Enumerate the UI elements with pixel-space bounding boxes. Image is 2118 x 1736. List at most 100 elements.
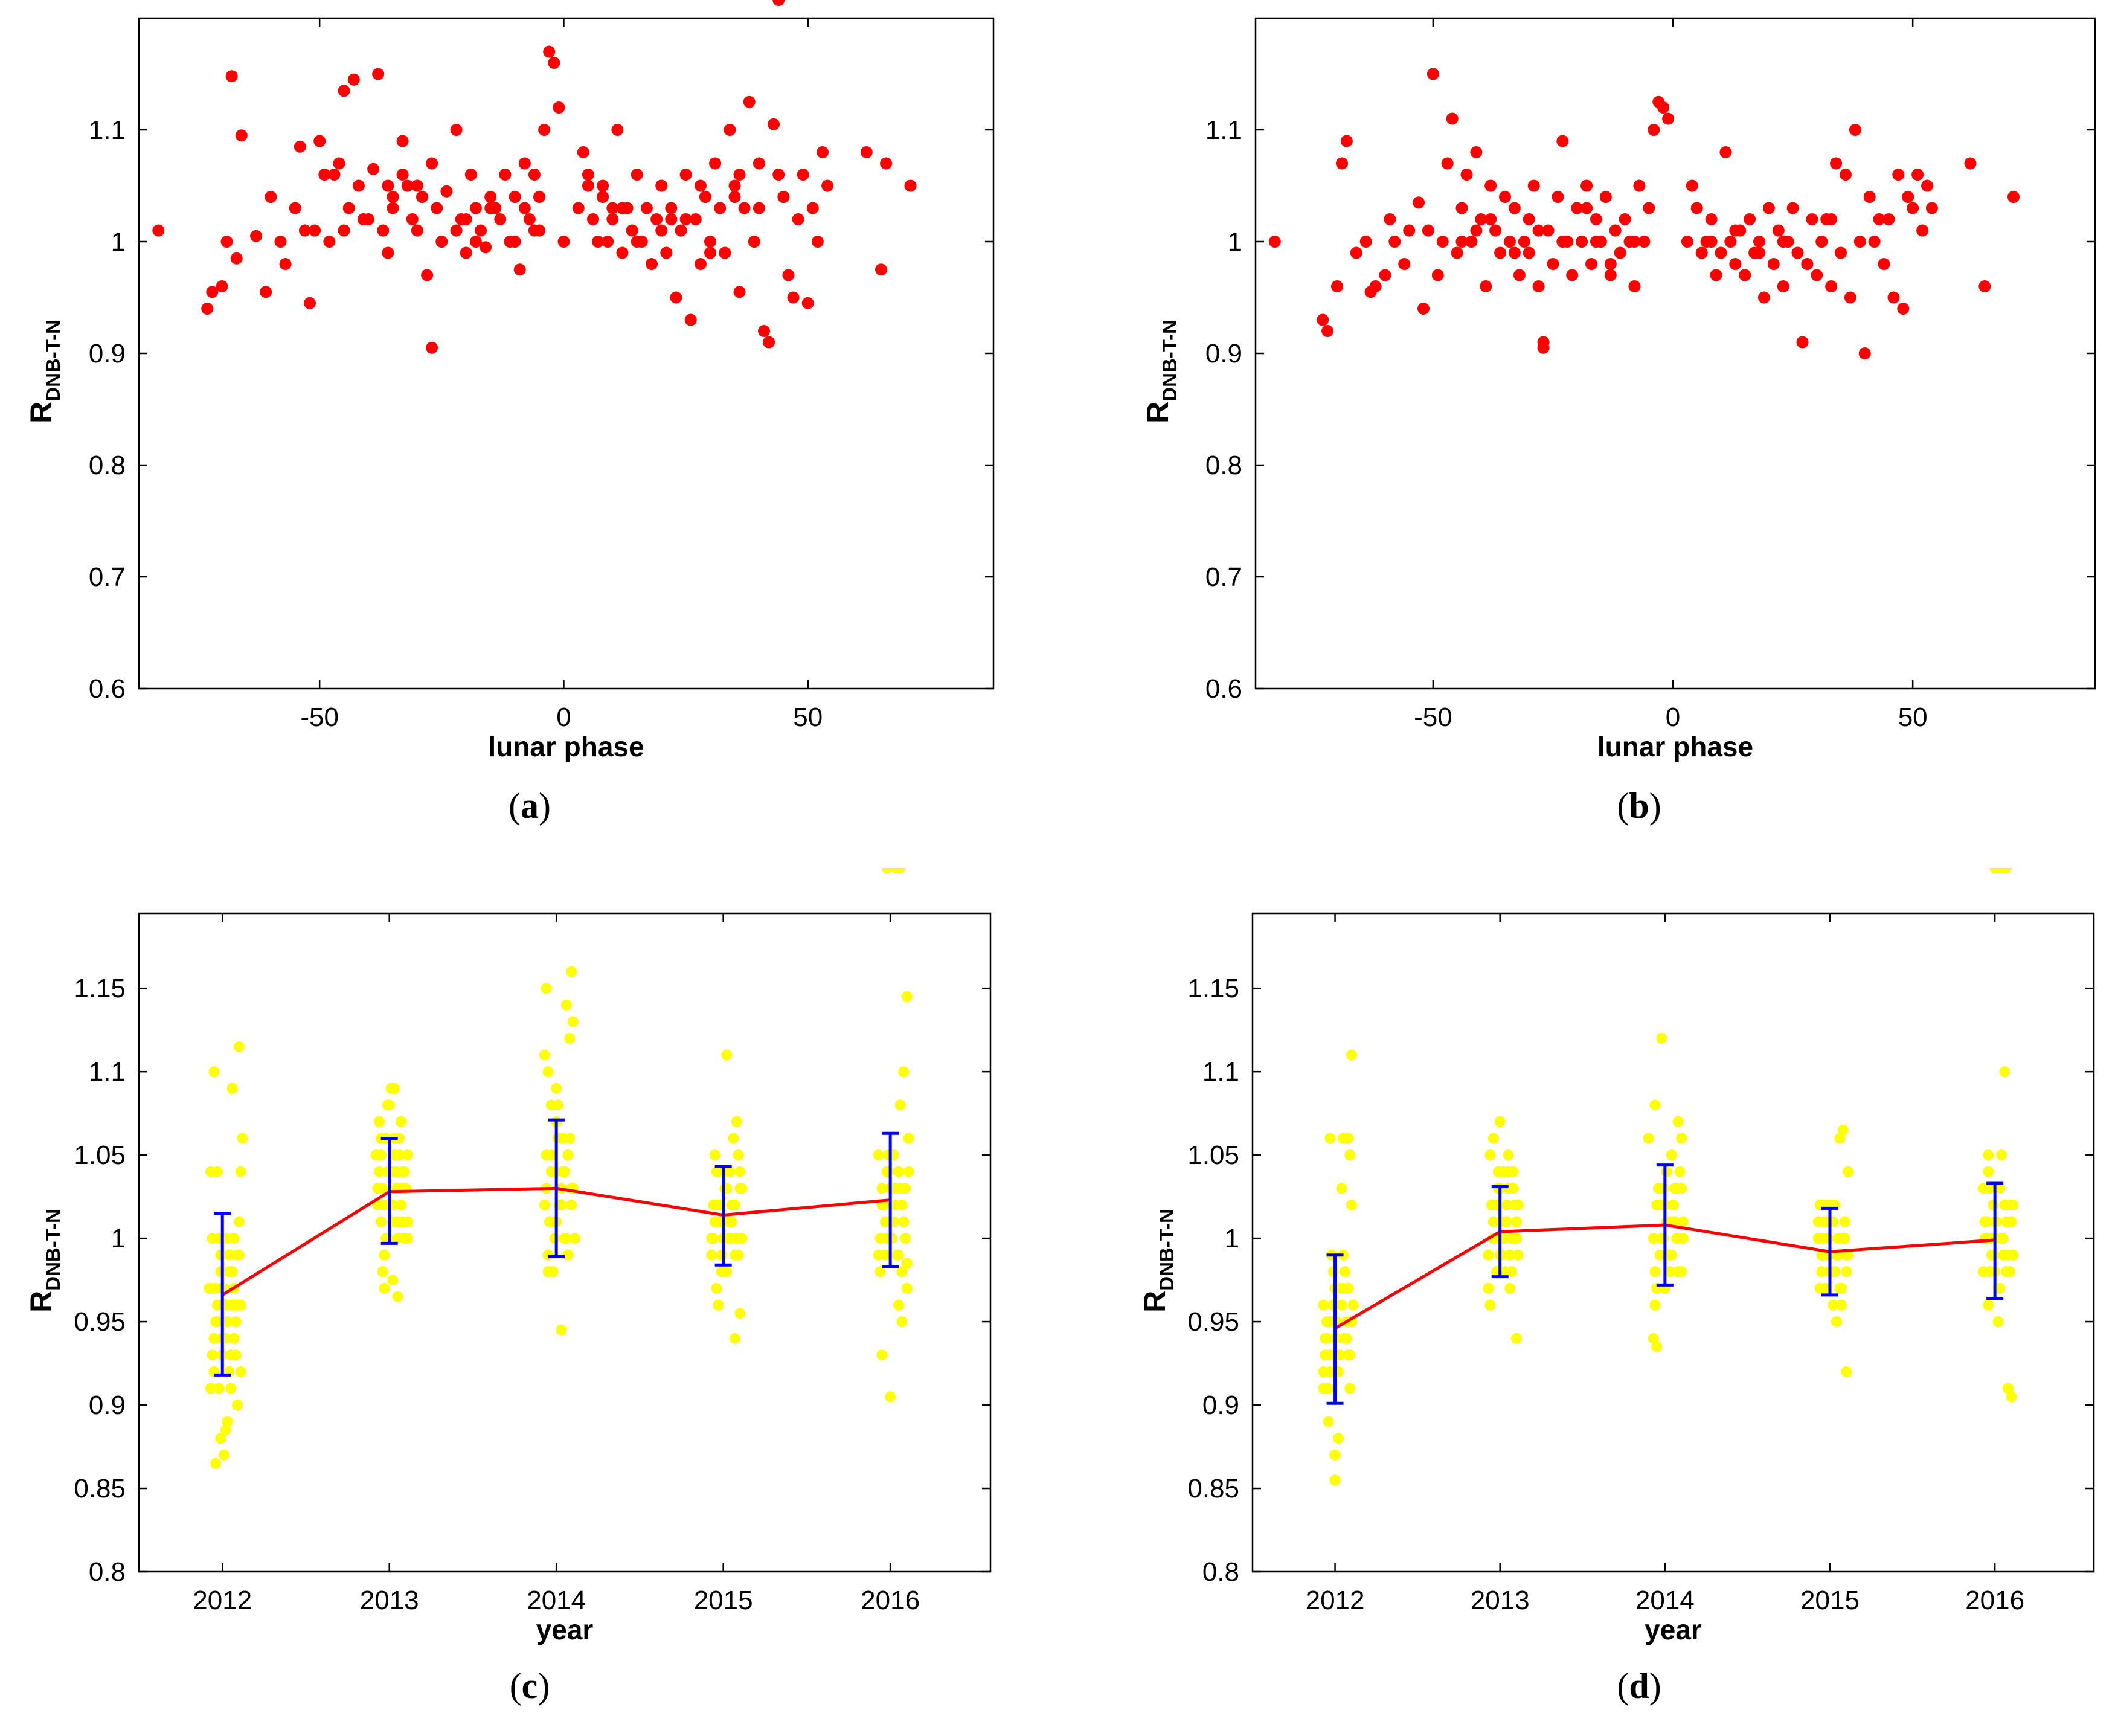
- data-point: [411, 224, 423, 237]
- data-point: [721, 1266, 733, 1278]
- data-point: [587, 213, 599, 225]
- y-tick-label: 1.1: [89, 115, 126, 145]
- data-point: [1729, 224, 1742, 237]
- data-point: [523, 213, 536, 225]
- data-point: [724, 124, 736, 136]
- data-point: [650, 213, 663, 225]
- data-point: [873, 1149, 884, 1161]
- data-point: [232, 1400, 243, 1411]
- data-point: [1662, 112, 1675, 125]
- data-point: [1518, 236, 1530, 248]
- y-tick-label: 0.8: [1202, 1557, 1239, 1587]
- data-point: [1506, 1266, 1517, 1278]
- data-point: [323, 236, 336, 248]
- data-point: [1695, 246, 1708, 259]
- data-point: [811, 236, 824, 248]
- data-point: [724, 1166, 736, 1177]
- data-point: [421, 269, 434, 281]
- data-point: [665, 213, 678, 225]
- data-point: [1844, 291, 1856, 304]
- data-point: [228, 1333, 240, 1344]
- panel-b: -50 0 50 0.6 0.7 0.8 0.9 1 1.1 lunar phase RDNB-T-…: [1059, 0, 2118, 868]
- data-point: [1317, 313, 1329, 326]
- data-point: [541, 1149, 552, 1161]
- data-point: [880, 157, 893, 170]
- data-point: [1710, 269, 1722, 281]
- data-point: [528, 169, 541, 181]
- data-point: [1369, 280, 1382, 292]
- data-point: [704, 236, 716, 248]
- data-point: [1547, 258, 1559, 270]
- data-point: [566, 1199, 577, 1210]
- data-point: [1329, 1449, 1341, 1461]
- data-point: [1513, 269, 1526, 281]
- caption-b: (b): [1579, 785, 1699, 827]
- data-point: [1346, 1049, 1357, 1061]
- data-point: [891, 1249, 903, 1261]
- data-point: [904, 179, 917, 192]
- data-point: [1681, 236, 1693, 248]
- data-point: [205, 1383, 216, 1394]
- data-point: [541, 983, 552, 994]
- data-point: [876, 1349, 888, 1361]
- data-point: [377, 1266, 388, 1278]
- data-point: [1318, 1299, 1329, 1311]
- x-tick-label: 50: [793, 702, 823, 732]
- data-point: [2007, 1249, 2019, 1261]
- data-point: [679, 169, 692, 181]
- y-tick-label: 1: [1225, 1224, 1239, 1253]
- data-point: [679, 213, 692, 225]
- data-point: [213, 1383, 225, 1394]
- data-point: [1633, 179, 1646, 192]
- data-point: [1327, 1266, 1339, 1278]
- data-point: [1643, 202, 1655, 214]
- data-point: [1767, 258, 1780, 270]
- data-point: [708, 1233, 719, 1244]
- data-point: [1672, 1116, 1684, 1127]
- data-point: [557, 236, 570, 248]
- y-axis-label: RDNB-T-N: [1141, 320, 1181, 423]
- y-tick-label: 0.85: [74, 1474, 126, 1503]
- data-point: [539, 1049, 550, 1061]
- data-point: [709, 1149, 720, 1161]
- y-tick-label: 0.95: [1187, 1307, 1239, 1337]
- y-axis-label: RDNB-T-N: [1138, 1209, 1178, 1313]
- data-point: [1340, 135, 1353, 147]
- data-point: [694, 179, 707, 192]
- data-point: [274, 236, 287, 248]
- data-point: [313, 135, 326, 147]
- data-point: [1511, 1233, 1522, 1244]
- data-point: [518, 202, 531, 214]
- data-point: [1556, 236, 1569, 248]
- data-point: [1318, 1383, 1329, 1394]
- x-tick-label: 2015: [694, 1586, 753, 1615]
- data-point: [1556, 135, 1569, 147]
- data-point: [1585, 258, 1597, 270]
- y-tick-label: 1: [111, 1224, 126, 1253]
- data-point: [1772, 224, 1785, 237]
- data-point: [1812, 1233, 1824, 1244]
- data-point: [1835, 246, 1847, 259]
- data-point: [1705, 213, 1718, 225]
- data-point: [1580, 202, 1593, 214]
- x-tick-label: 0: [1666, 702, 1680, 732]
- data-point: [342, 202, 355, 214]
- data-point: [548, 57, 560, 69]
- data-point: [1494, 246, 1507, 259]
- data-point: [1436, 236, 1449, 248]
- data-point: [1649, 1099, 1661, 1111]
- data-point: [1921, 179, 1933, 192]
- data-point: [1504, 236, 1516, 248]
- data-point: [721, 1049, 733, 1061]
- y-tick-label: 1.05: [74, 1140, 126, 1170]
- caption-open: (: [1617, 786, 1629, 826]
- data-point: [1811, 269, 1823, 281]
- data-point: [1542, 224, 1555, 237]
- data-point: [219, 1449, 229, 1461]
- data-point: [533, 191, 545, 203]
- data-point: [406, 213, 419, 225]
- data-point: [1828, 1299, 1839, 1311]
- data-point: [874, 1266, 886, 1278]
- data-point: [318, 169, 331, 181]
- data-point: [1841, 1266, 1852, 1278]
